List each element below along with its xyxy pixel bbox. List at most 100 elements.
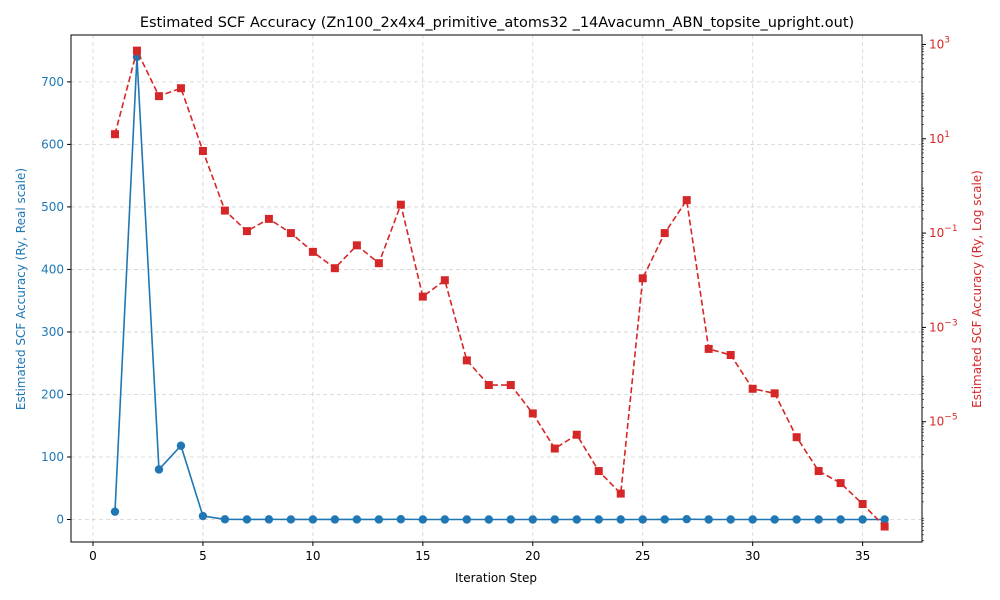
series-1-point <box>396 515 406 524</box>
series-2-point <box>308 247 317 256</box>
series-1-point <box>440 515 450 524</box>
series-2-point <box>242 227 251 236</box>
series-1-point <box>330 515 340 524</box>
series-2-point <box>660 229 669 238</box>
y-axis-label-right: Estimated SCF Accuracy (Ry, Log scale) <box>970 170 984 408</box>
series-2-point <box>638 274 647 283</box>
series-1-point <box>374 515 384 524</box>
series-2-point <box>484 381 493 390</box>
series-1-point <box>110 507 120 516</box>
y-left-tick-label: 500 <box>41 200 64 214</box>
series-1-point <box>814 515 823 524</box>
y-left-tick-label: 0 <box>56 512 64 526</box>
series-1-point <box>484 515 494 524</box>
series-2-point <box>682 196 691 205</box>
y-left-tick-label: 600 <box>41 137 64 151</box>
series-2-point <box>770 389 779 398</box>
x-tick-label: 0 <box>89 549 97 563</box>
series-1-point <box>242 515 252 524</box>
y-right-tick-label: 10−1 <box>929 224 958 240</box>
series-2-point <box>572 430 581 439</box>
series-1-point <box>836 515 845 524</box>
series-1-point <box>154 465 164 474</box>
x-axis-label: Iteration Step <box>455 571 537 585</box>
x-tick-label: 10 <box>305 549 320 563</box>
y-right-tick-label: 10−3 <box>929 318 958 334</box>
series-2-point <box>220 206 229 215</box>
x-tick-label: 5 <box>199 549 207 563</box>
series-1-point <box>660 515 669 524</box>
x-tick-label: 15 <box>415 549 430 563</box>
series-2-point <box>880 522 889 531</box>
series-2-point <box>726 351 735 360</box>
y-axis-label-left: Estimated SCF Accuracy (Ry, Real scale) <box>14 168 28 410</box>
y-right-tick-label: 10−5 <box>929 413 958 429</box>
series-2-point <box>506 381 515 390</box>
series-1-point <box>506 515 515 524</box>
series-2-point <box>550 444 559 453</box>
series-1-point <box>748 515 757 524</box>
axis-layer: 0 5 10 15 20 25 30 35 0 100 200 300 400 500 600 700 103 1… <box>41 35 957 563</box>
series-2-point <box>594 467 603 476</box>
series-2-point <box>396 200 405 209</box>
series-1-point <box>594 515 603 524</box>
series-1-point <box>418 515 428 524</box>
series-1-point <box>704 515 713 524</box>
series-1-point <box>176 441 186 450</box>
series-2-point <box>704 344 713 353</box>
plot-frame <box>70 34 923 543</box>
series-2-point <box>418 292 427 301</box>
series-1-point <box>770 515 779 524</box>
series-1-point <box>220 515 230 524</box>
series-2-point <box>528 409 537 418</box>
series-2-point <box>836 479 845 488</box>
series-2-line <box>114 48 886 528</box>
series-2-point <box>616 489 625 498</box>
series-2-point <box>110 130 119 139</box>
series-2-point <box>440 276 449 285</box>
series-1-point <box>352 515 362 524</box>
series-1-point <box>462 515 472 524</box>
series-2-point <box>264 214 273 223</box>
chart-title: Estimated SCF Accuracy (Zn100_2x4x4_prim… <box>140 15 854 31</box>
y-left-tick-label: 300 <box>41 325 64 339</box>
series-1-point <box>264 515 274 524</box>
series-2-point <box>352 241 361 250</box>
series-2-point <box>132 46 141 55</box>
series-2-point <box>154 92 163 101</box>
series-1-point <box>726 515 735 524</box>
y-right-tick-label: 103 <box>929 35 950 51</box>
series-1-point <box>308 515 318 524</box>
y-left-tick-label: 100 <box>41 450 64 464</box>
series-1-point <box>880 515 889 524</box>
y-left-tick-label: 200 <box>41 387 64 401</box>
x-tick-label: 25 <box>635 549 650 563</box>
series-1-point <box>198 511 208 521</box>
y-left-tick-label: 400 <box>41 262 64 276</box>
x-tick-label: 35 <box>855 549 870 563</box>
series-2-point <box>792 433 801 442</box>
series-1-point <box>528 515 537 524</box>
y-left-tick-label: 700 <box>41 75 64 89</box>
series-layer <box>110 46 889 531</box>
series-1-point <box>858 515 867 524</box>
series-2-point <box>858 500 867 509</box>
series-2-point <box>176 84 185 93</box>
series-1-point <box>682 514 691 524</box>
series-1-point <box>572 515 581 524</box>
series-1-line <box>114 56 885 521</box>
grid-layer <box>71 35 922 542</box>
series-2-point <box>462 356 471 365</box>
series-2-point <box>748 384 757 393</box>
series-1-point <box>550 515 559 524</box>
series-1-point <box>638 515 647 524</box>
series-1-point <box>286 515 296 524</box>
series-1-point <box>792 515 801 524</box>
series-2-point <box>374 259 383 268</box>
series-2-point <box>814 467 823 476</box>
x-tick-label: 20 <box>525 549 540 563</box>
series-2-point <box>198 147 207 156</box>
series-1-point <box>616 515 625 524</box>
